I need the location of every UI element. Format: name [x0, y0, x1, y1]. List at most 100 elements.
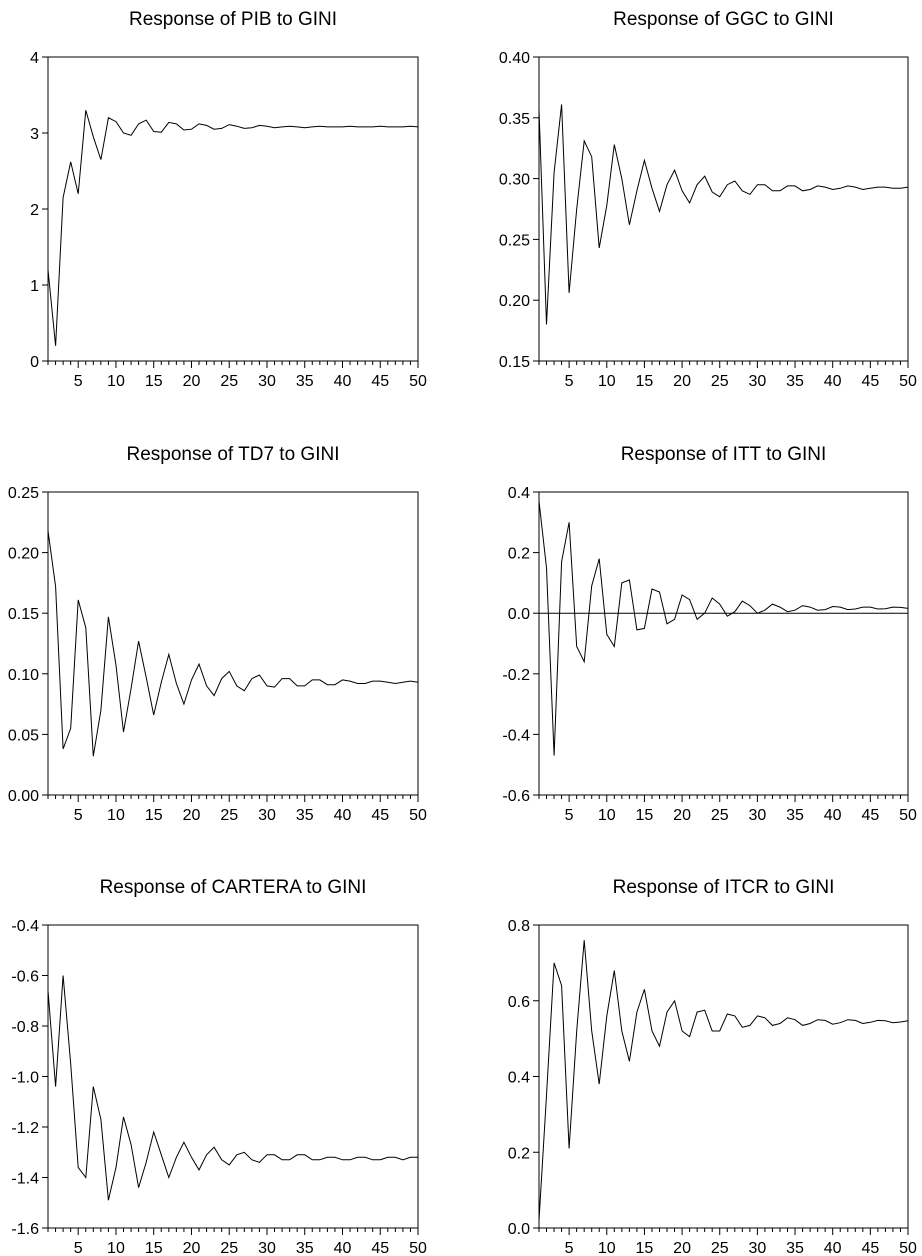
- x-tick-label: 40: [824, 807, 842, 824]
- y-tick-label: -1.0: [11, 1070, 39, 1087]
- chart-panel-5: Response of CARTERA to GINI -1.6 -1.4 -1.2 -…: [11, 877, 427, 1256]
- y-tick-label: 0.2: [508, 546, 530, 563]
- x-tick-label: 20: [183, 373, 201, 390]
- x-tick-label: 15: [636, 807, 654, 824]
- x-tick-label: 50: [409, 1240, 427, 1256]
- y-tick-label: -0.4: [502, 727, 530, 744]
- x-tick-label: 30: [258, 373, 276, 390]
- y-tick-label: 1: [30, 278, 39, 295]
- y-tick-label: 0.20: [8, 546, 39, 563]
- y-tick-label: 0.35: [499, 111, 530, 128]
- plot-frame: [538, 491, 909, 796]
- chart-title: Response of TD7 to GINI: [127, 444, 340, 465]
- x-tick-label: 10: [107, 373, 125, 390]
- y-tick-label: 0.25: [499, 232, 530, 249]
- chart-title: Response of ITCR to GINI: [613, 877, 835, 898]
- x-tick-label: 5: [565, 373, 574, 390]
- x-tick-label: 5: [74, 807, 83, 824]
- x-tick-label: 25: [220, 373, 238, 390]
- x-tick-label: 35: [296, 1240, 314, 1256]
- y-tick-label: -1.6: [11, 1221, 39, 1238]
- y-tick-label: 0.30: [499, 172, 530, 189]
- y-tick-label: 4: [30, 50, 39, 67]
- response-line: [538, 104, 909, 325]
- x-tick-label: 30: [748, 1240, 766, 1256]
- x-tick-label: 5: [74, 373, 83, 390]
- x-tick-label: 30: [748, 373, 766, 390]
- y-tick-label: 0.20: [499, 293, 530, 310]
- y-tick-label: 2: [30, 202, 39, 219]
- x-tick-label: 15: [636, 373, 654, 390]
- chart-title: Response of GGC to GINI: [613, 9, 834, 30]
- y-tick-label: -0.6: [502, 788, 530, 805]
- y-tick-label: 0.25: [8, 485, 39, 502]
- response-line: [538, 501, 909, 756]
- y-tick-label: 0.4: [508, 1070, 530, 1087]
- x-tick-label: 50: [409, 373, 427, 390]
- y-tick-label: 0.4: [508, 485, 530, 502]
- chart-panel-2: Response of GGC to GINI 0.15 0.20 0.25 0.30 0…: [499, 9, 917, 390]
- x-tick-label: 15: [145, 373, 163, 390]
- x-tick-label: 30: [258, 1240, 276, 1256]
- y-tick-label: 0.15: [499, 354, 530, 371]
- y-tick-label: 3: [30, 126, 39, 143]
- x-tick-label: 35: [786, 807, 804, 824]
- x-tick-label: 10: [598, 807, 616, 824]
- x-tick-label: 45: [371, 1240, 389, 1256]
- chart-title: Response of PIB to GINI: [129, 9, 337, 30]
- plot-frame: [538, 56, 909, 362]
- response-line: [47, 975, 418, 1201]
- x-tick-label: 40: [334, 373, 352, 390]
- plot-frame: [538, 924, 909, 1229]
- x-tick-label: 25: [711, 373, 729, 390]
- x-tick-label: 35: [786, 1240, 804, 1256]
- y-tick-label: 0.6: [508, 994, 530, 1011]
- plot-frame: [47, 491, 419, 796]
- y-tick-label: -1.4: [11, 1171, 39, 1188]
- y-tick-label: 0.2: [508, 1145, 530, 1162]
- response-line: [538, 940, 909, 1221]
- x-tick-label: 30: [258, 807, 276, 824]
- x-tick-label: 40: [334, 1240, 352, 1256]
- x-tick-label: 15: [145, 1240, 163, 1256]
- x-tick-label: 5: [565, 807, 574, 824]
- x-tick-label: 25: [711, 1240, 729, 1256]
- plot-frame: [47, 56, 419, 362]
- plot-frame: [47, 924, 419, 1229]
- x-tick-label: 50: [899, 1240, 917, 1256]
- x-tick-label: 25: [220, 807, 238, 824]
- y-tick-label: 0.0: [508, 1221, 530, 1238]
- x-tick-label: 20: [183, 1240, 201, 1256]
- x-tick-label: 20: [183, 807, 201, 824]
- chart-title: Response of CARTERA to GINI: [100, 877, 367, 898]
- chart-panel-4: Response of ITT to GINI -0.6 -0.4 -0.2 0.0 0.…: [502, 444, 917, 824]
- x-tick-label: 10: [598, 1240, 616, 1256]
- y-tick-label: 0.10: [8, 667, 39, 684]
- y-tick-label: -0.8: [11, 1019, 39, 1036]
- x-tick-label: 40: [824, 1240, 842, 1256]
- y-tick-label: -0.2: [502, 667, 530, 684]
- x-tick-label: 40: [824, 373, 842, 390]
- y-tick-label: 0.05: [8, 727, 39, 744]
- x-tick-label: 50: [409, 807, 427, 824]
- x-tick-label: 10: [107, 807, 125, 824]
- y-tick-label: -1.2: [11, 1120, 39, 1137]
- x-tick-label: 35: [786, 373, 804, 390]
- x-tick-label: 45: [861, 807, 879, 824]
- x-tick-label: 20: [673, 1240, 691, 1256]
- x-tick-label: 40: [334, 807, 352, 824]
- y-tick-label: 0.40: [499, 50, 530, 67]
- x-tick-label: 45: [371, 807, 389, 824]
- x-tick-label: 20: [673, 807, 691, 824]
- y-tick-label: -0.4: [11, 918, 39, 935]
- x-tick-label: 50: [899, 373, 917, 390]
- x-tick-label: 50: [899, 807, 917, 824]
- chart-panel-3: Response of TD7 to GINI 0.00 0.05 0.10 0.15 0…: [8, 444, 427, 824]
- y-tick-label: 0.0: [508, 606, 530, 623]
- x-tick-label: 45: [861, 373, 879, 390]
- response-line: [47, 530, 419, 757]
- x-tick-label: 25: [711, 807, 729, 824]
- chart-panel-6: Response of ITCR to GINI 0.0 0.2 0.4 0.6 0.8 5…: [508, 877, 917, 1256]
- x-tick-label: 45: [371, 373, 389, 390]
